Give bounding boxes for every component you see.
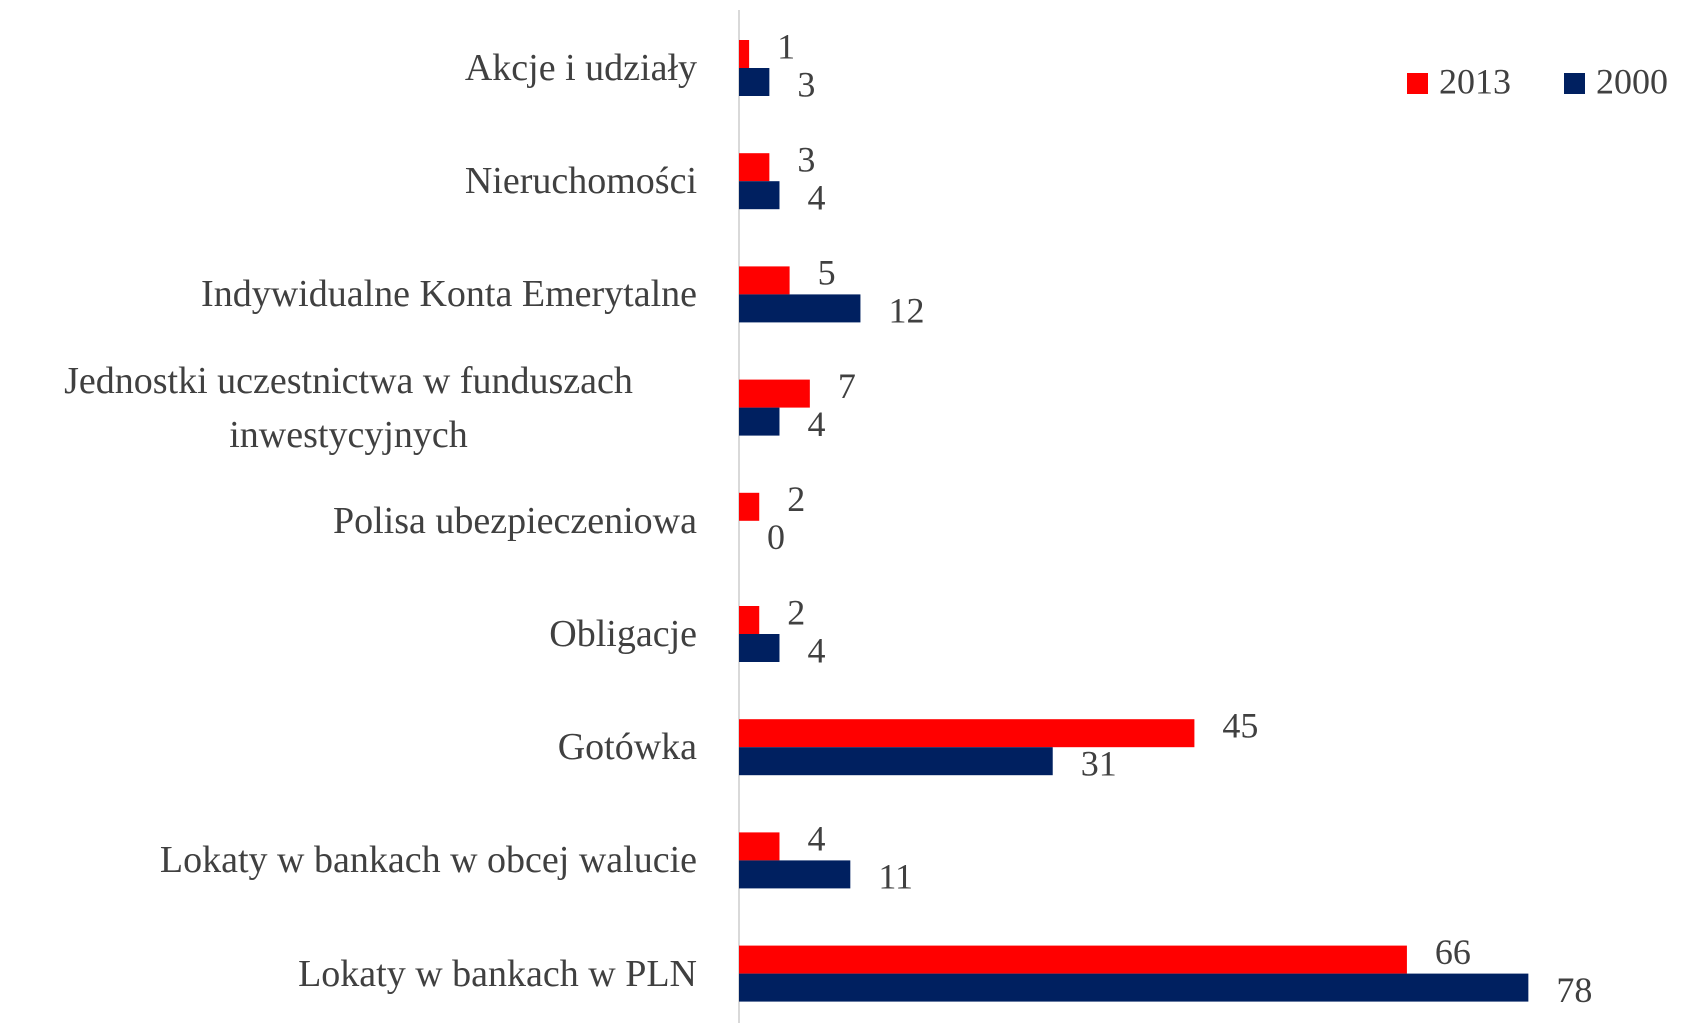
bar — [739, 181, 780, 210]
bar — [739, 492, 760, 521]
data-label: 12 — [888, 291, 924, 331]
legend-label: 2000 — [1596, 61, 1668, 101]
category-label: Jednostki uczestnictwa w funduszach inwe… — [0, 354, 697, 462]
category-label: Lokaty w bankach w obcej walucie — [160, 833, 697, 887]
data-label: 78 — [1556, 970, 1592, 1010]
data-label: 4 — [807, 404, 825, 444]
category-label: Lokaty w bankach w PLN — [298, 947, 697, 1001]
bar — [739, 860, 851, 889]
data-label: 4 — [807, 819, 825, 859]
category-text: Polisa ubezpieczeniowa — [332, 499, 697, 542]
bar — [739, 832, 780, 861]
bar — [739, 747, 1053, 776]
category-label: Polisa ubezpieczeniowa — [333, 494, 697, 548]
bar — [739, 973, 1529, 1002]
category-text: Lokaty w bankach w PLN — [298, 952, 697, 995]
data-label: 66 — [1435, 932, 1471, 972]
data-label: 0 — [767, 517, 785, 557]
data-label: 3 — [797, 64, 815, 104]
bar — [739, 719, 1195, 748]
bar — [739, 266, 790, 295]
data-label: 2 — [787, 592, 805, 632]
data-label: 4 — [807, 177, 825, 217]
bar — [739, 634, 780, 662]
bar — [739, 606, 760, 634]
category-label: Akcje i udziały — [465, 41, 697, 95]
category-text: Obligacje — [549, 613, 697, 655]
category-label: Gotówka — [558, 720, 697, 774]
data-label: 2 — [787, 479, 805, 519]
category-label: Indywidualne Konta Emerytalne — [201, 267, 697, 321]
data-label: 4 — [807, 630, 825, 670]
legend-swatch — [1564, 73, 1585, 94]
bar — [739, 945, 1407, 974]
category-text: Akcje i udziały — [464, 47, 697, 89]
category-label: Nieruchomości — [465, 154, 697, 208]
category-text: Nieruchomości — [464, 160, 697, 203]
bar — [739, 379, 810, 408]
category-text: Jednostki uczestnictwa w funduszach inwe… — [64, 359, 633, 456]
data-label: 31 — [1081, 743, 1117, 783]
data-label: 11 — [878, 857, 913, 897]
legend-label: 2013 — [1439, 61, 1511, 101]
category-label: Obligacje — [549, 607, 697, 661]
category-text: Gotówka — [557, 726, 697, 769]
data-label: 45 — [1222, 705, 1258, 745]
data-label: 1 — [777, 26, 795, 66]
data-label: 5 — [818, 253, 836, 293]
bar — [739, 407, 780, 436]
category-text: Lokaty w bankach w obcej walucie — [159, 839, 697, 882]
bar — [739, 294, 861, 323]
category-text: Indywidualne Konta Emerytalne — [201, 273, 697, 316]
bar — [739, 40, 750, 68]
data-label: 3 — [797, 139, 815, 179]
data-label: 7 — [838, 366, 856, 406]
bar — [739, 153, 770, 182]
legend-swatch — [1407, 73, 1428, 94]
bar — [739, 68, 770, 96]
